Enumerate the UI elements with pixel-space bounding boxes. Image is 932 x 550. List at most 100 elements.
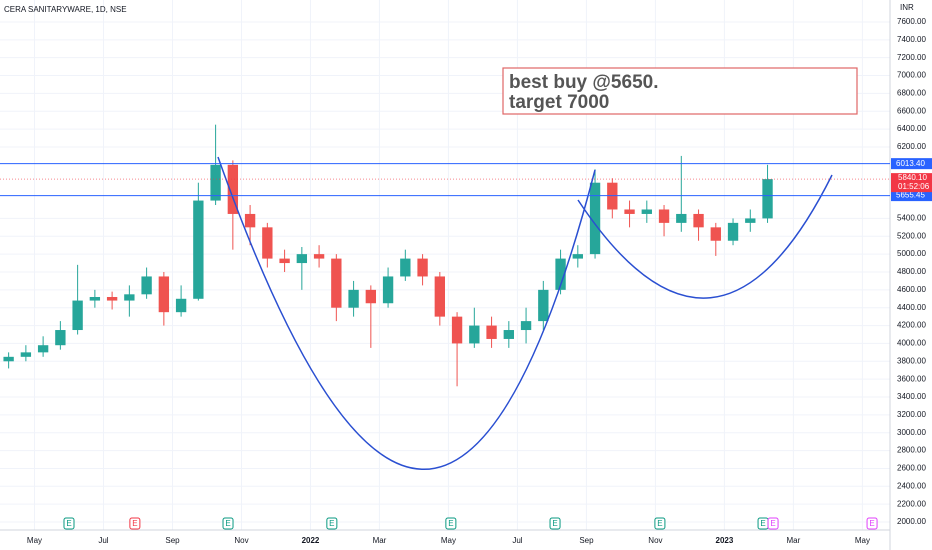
y-tick-label: 7400.00 — [897, 35, 926, 44]
candle-body — [365, 289, 377, 304]
y-tick-label: 4000.00 — [897, 339, 926, 348]
candle-body — [89, 296, 101, 301]
candle-body — [658, 209, 670, 223]
y-tick-label: 2800.00 — [897, 446, 926, 455]
y-tick-label: 2600.00 — [897, 464, 926, 473]
candle-body — [37, 345, 49, 353]
candle-body — [279, 258, 290, 264]
y-tick-label: 4800.00 — [897, 267, 926, 276]
x-tick-label: Jul — [512, 536, 522, 545]
y-tick-label: 5000.00 — [897, 249, 926, 258]
event-marker — [654, 517, 666, 530]
candle-body — [503, 330, 514, 339]
candle-body — [227, 164, 239, 214]
x-tick-label: 2023 — [716, 536, 734, 545]
last-price-label: 5840.10 — [898, 173, 927, 182]
x-tick-label: May — [441, 536, 456, 545]
candle-body — [382, 276, 394, 304]
candle-body — [55, 330, 66, 346]
currency-label: INR — [900, 3, 914, 12]
handle-curve — [577, 174, 833, 299]
y-tick-label: 4200.00 — [897, 321, 926, 330]
y-tick-label: 6200.00 — [897, 142, 926, 151]
x-tick-label: Jul — [98, 536, 108, 545]
event-label: E — [869, 519, 874, 528]
candle-body — [693, 213, 704, 228]
x-tick-label: May — [27, 536, 42, 545]
chart-title: CERA SANITARYWARE, 1D, NSE — [4, 5, 127, 14]
cup-curve — [217, 156, 596, 470]
y-tick-label: 7200.00 — [897, 53, 926, 62]
candle-body — [400, 258, 411, 277]
candle-body — [676, 213, 687, 223]
annotation-box — [502, 67, 858, 115]
candle-body — [20, 352, 32, 357]
candle-body — [520, 321, 532, 331]
candle-body — [141, 276, 152, 295]
level-label-box — [891, 158, 932, 170]
y-tick-label: 3000.00 — [897, 428, 926, 437]
candle-body — [451, 316, 463, 344]
level-label: 6013.40 — [896, 159, 925, 168]
candle-body — [417, 258, 428, 277]
candle-body — [210, 164, 221, 201]
y-tick-label: 6600.00 — [897, 106, 926, 115]
y-tick-label: 5400.00 — [897, 214, 926, 223]
x-tick-label: Nov — [234, 536, 248, 545]
y-tick-label: 7600.00 — [897, 17, 926, 26]
event-label: E — [225, 519, 230, 528]
candle-body — [572, 254, 583, 259]
event-marker — [549, 517, 561, 530]
event-label: E — [329, 519, 334, 528]
annotation-line: best buy @5650. — [509, 72, 658, 93]
event-label: E — [132, 519, 137, 528]
x-tick-label: Sep — [579, 536, 594, 545]
annotation-line: target 7000 — [509, 92, 609, 113]
candle-body — [762, 179, 773, 219]
event-label: E — [760, 519, 765, 528]
y-tick-label: 3600.00 — [897, 374, 926, 383]
y-tick-label: 4400.00 — [897, 303, 926, 312]
candle-body — [589, 182, 601, 255]
last-price-box — [891, 173, 932, 193]
y-tick-label: 7000.00 — [897, 71, 926, 80]
level-label-box — [891, 190, 932, 202]
candle-body — [244, 213, 256, 228]
event-marker — [63, 517, 75, 530]
candle-body — [624, 209, 635, 214]
y-tick-label: 3400.00 — [897, 392, 926, 401]
candle-body — [193, 200, 204, 299]
y-tick-label: 4600.00 — [897, 285, 926, 294]
y-tick-label: 2400.00 — [897, 481, 926, 490]
y-tick-label: 6800.00 — [897, 89, 926, 98]
y-tick-label: 6400.00 — [897, 124, 926, 133]
x-tick-label: Sep — [165, 536, 180, 545]
event-label: E — [657, 519, 662, 528]
x-tick-label: Nov — [648, 536, 662, 545]
event-label: E — [770, 519, 775, 528]
x-tick-label: 2022 — [302, 536, 320, 545]
candle-body — [538, 289, 549, 322]
candle-body — [106, 296, 118, 301]
event-marker — [326, 517, 338, 530]
event-label: E — [448, 519, 453, 528]
x-tick-label: Mar — [373, 536, 387, 545]
y-tick-label: 5200.00 — [897, 231, 926, 240]
y-tick-label: 2200.00 — [897, 499, 926, 508]
event-label: E — [66, 519, 71, 528]
candle-body — [434, 276, 445, 317]
candle-body — [331, 258, 342, 308]
candle-body — [158, 276, 170, 313]
candle-body — [3, 356, 14, 362]
level-label: 5655.45 — [896, 191, 925, 200]
candle-body — [72, 300, 83, 331]
candle-body — [555, 258, 566, 290]
candle-body — [175, 298, 187, 313]
event-marker — [129, 517, 141, 530]
event-marker — [767, 517, 779, 530]
candle-body — [313, 254, 325, 259]
y-tick-label: 3800.00 — [897, 356, 926, 365]
candle-body — [710, 227, 721, 241]
candle-body — [486, 325, 497, 339]
